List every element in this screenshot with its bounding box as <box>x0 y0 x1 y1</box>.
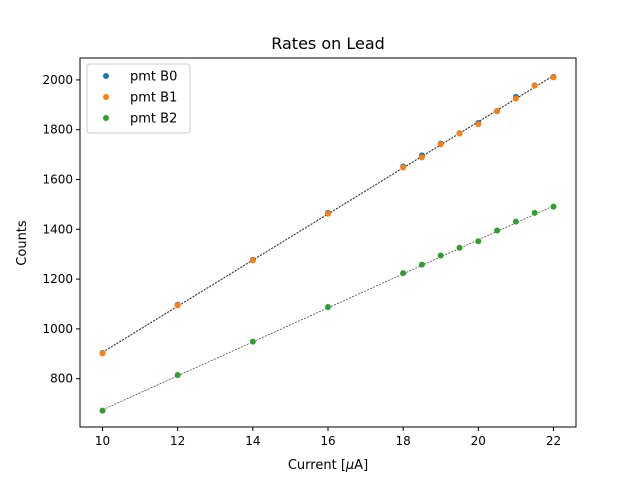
data-point <box>475 238 482 245</box>
y-tick-label: 1000 <box>42 322 73 336</box>
legend-label: pmt B0 <box>130 70 177 85</box>
data-point <box>174 302 181 309</box>
data-point <box>550 74 557 81</box>
plot-area <box>99 73 557 414</box>
data-point <box>475 121 482 128</box>
data-point <box>512 95 519 102</box>
y-tick-label: 2000 <box>42 73 73 87</box>
y-tick-label: 1800 <box>42 123 73 137</box>
data-point <box>437 252 444 259</box>
legend-marker <box>103 94 109 100</box>
x-tick-label: 22 <box>546 434 561 448</box>
data-point <box>249 338 256 345</box>
data-point <box>456 130 463 137</box>
x-tick-label: 20 <box>471 434 486 448</box>
legend-box <box>86 63 191 134</box>
data-point <box>531 82 538 89</box>
legend: pmt B0 pmt B1 pmt B2 <box>86 63 191 134</box>
data-point <box>99 407 106 414</box>
data-point <box>456 244 463 251</box>
data-point <box>494 108 501 115</box>
legend-label: pmt B1 <box>130 91 177 106</box>
data-point <box>400 164 407 171</box>
data-point <box>400 270 407 277</box>
x-tick-label: 16 <box>320 434 335 448</box>
data-point <box>325 210 331 217</box>
data-point <box>418 261 425 268</box>
data-point <box>437 141 444 148</box>
x-tick-label: 12 <box>170 434 185 448</box>
data-point <box>99 350 106 357</box>
data-point <box>325 303 331 310</box>
legend-label: pmt B2 <box>130 112 177 127</box>
y-tick-label: 1400 <box>42 222 73 236</box>
x-axis-ticks: 10 12 14 16 18 20 22 <box>95 427 561 448</box>
y-axis-label: Counts <box>15 220 30 266</box>
x-axis-label: Current [μA] <box>288 458 368 473</box>
data-point <box>174 371 181 378</box>
data-point <box>550 203 557 210</box>
data-point <box>512 218 519 225</box>
y-tick-label: 1200 <box>42 272 73 286</box>
x-tick-label: 14 <box>245 434 260 448</box>
legend-marker <box>103 115 109 121</box>
data-point <box>494 227 501 234</box>
y-tick-label: 800 <box>50 372 73 386</box>
legend-marker <box>103 73 109 79</box>
data-point <box>418 154 425 161</box>
plot-frame <box>79 57 577 428</box>
y-tick-label: 1600 <box>42 173 73 187</box>
data-point <box>249 257 256 264</box>
data-point <box>531 209 538 216</box>
x-tick-label: 10 <box>95 434 110 448</box>
chart-title: Rates on Lead <box>271 34 385 53</box>
y-axis-ticks: 800 1000 1200 1400 1600 1800 2000 <box>42 73 80 386</box>
x-tick-label: 18 <box>396 434 411 448</box>
